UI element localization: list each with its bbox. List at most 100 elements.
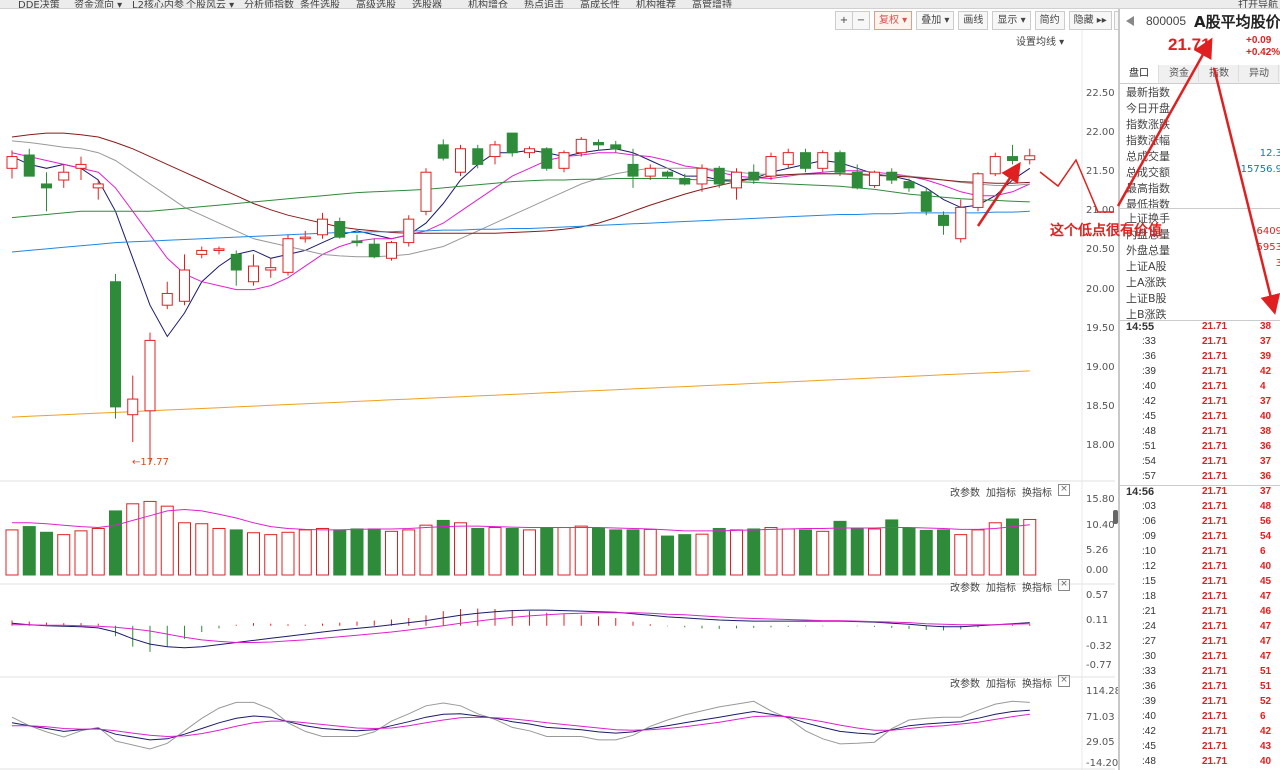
change-params-button[interactable]: 改参数 — [950, 679, 980, 690]
tick-volume: 38 — [1260, 321, 1272, 332]
candle-body — [196, 249, 208, 255]
tick-time: :10 — [1142, 546, 1156, 557]
axis-tick-label: 71.03 — [1086, 712, 1115, 723]
close-icon[interactable]: × — [1058, 675, 1070, 687]
tick-price: 21.71 — [1202, 426, 1228, 437]
axis-tick-label: 18.50 — [1086, 401, 1115, 412]
volume-bar — [919, 529, 933, 576]
tick-price: 21.71 — [1202, 711, 1228, 722]
volume-bar — [643, 528, 657, 576]
ma-settings-button[interactable]: 设置均线 ▾ — [1016, 37, 1065, 48]
top-menu-item[interactable]: 高管增持 — [692, 0, 732, 9]
tick-time: :54 — [1142, 456, 1156, 467]
volume-bar — [885, 519, 899, 576]
kdj-d-line — [12, 713, 1030, 738]
top-menu-item[interactable]: 选股器 — [412, 0, 442, 9]
tick-volume: 51 — [1260, 666, 1272, 677]
top-menu-item[interactable]: 机构推荐 — [636, 0, 676, 9]
top-menu-item[interactable]: 高成长性 — [580, 0, 620, 9]
top-menu-item[interactable]: 条件选股 — [300, 0, 340, 9]
volume-bar — [367, 528, 381, 576]
panel-resize-handle[interactable] — [1113, 510, 1118, 524]
top-menu-item[interactable]: 热点追击 — [524, 0, 564, 9]
kdj-j-line — [11, 700, 1030, 750]
display-dropdown[interactable]: 显示 ▾ — [992, 11, 1031, 30]
tab-yidong[interactable]: 异动 — [1240, 65, 1279, 82]
tick-volume: 4 — [1260, 381, 1266, 392]
swap-indicator-button[interactable]: 换指标 — [1022, 679, 1052, 690]
add-indicator-button[interactable]: 加指标 — [986, 679, 1016, 690]
swap-indicator-button[interactable]: 换指标 — [1022, 488, 1052, 499]
kline-chart-svg[interactable] — [0, 9, 1115, 770]
volume-bar — [471, 527, 485, 576]
tick-volume: 6 — [1260, 711, 1266, 722]
change-params-button[interactable]: 改参数 — [950, 488, 980, 499]
tick-row: :48 21.71 40 — [1120, 756, 1280, 770]
collapse-arrow-icon[interactable] — [1126, 16, 1134, 26]
top-menu-item[interactable]: DDE决策 — [18, 0, 60, 9]
tick-row: :36 21.71 39 — [1120, 351, 1280, 366]
candle-body — [213, 248, 225, 251]
tick-price: 21.71 — [1202, 321, 1228, 332]
top-menu-item[interactable]: 高级选股 — [356, 0, 396, 9]
candle-body — [334, 221, 346, 238]
tab-zhishu[interactable]: 指数 — [1200, 65, 1239, 82]
chart-area[interactable] — [0, 9, 1115, 770]
tick-price: 21.71 — [1202, 681, 1228, 692]
draw-line-button[interactable]: 画线 — [958, 11, 989, 30]
volume-bar — [764, 527, 778, 576]
change-params-button[interactable]: 改参数 — [950, 583, 980, 594]
close-icon[interactable]: × — [1058, 579, 1070, 591]
tick-row: :15 21.71 45 — [1120, 576, 1280, 591]
tick-time: :24 — [1142, 621, 1156, 632]
top-menu-item[interactable]: 个股风云 ▾ — [186, 0, 235, 9]
fuquan-dropdown[interactable]: 复权 ▾ — [874, 11, 913, 30]
candle-body — [524, 148, 535, 154]
tick-row: :24 21.71 47 — [1120, 621, 1280, 636]
tick-price: 21.71 — [1202, 516, 1228, 527]
zoom-in-button[interactable]: + — [835, 11, 853, 30]
tab-zijin[interactable]: 资金 — [1160, 65, 1199, 82]
candle-body — [179, 269, 190, 302]
info-row: 上证B股 — [1126, 290, 1280, 305]
tick-price: 21.71 — [1202, 381, 1228, 392]
tick-volume: 40 — [1260, 756, 1272, 767]
volume-bar — [626, 529, 640, 576]
tick-price: 21.71 — [1202, 471, 1228, 482]
top-menu-item[interactable]: 资金流向 ▾ — [74, 0, 123, 9]
tick-volume: 54 — [1260, 531, 1272, 542]
candle-body — [938, 214, 949, 226]
tick-volume: 42 — [1260, 366, 1272, 377]
top-menu-item[interactable]: 打开导航 — [1238, 0, 1278, 9]
volume-bar — [74, 530, 88, 576]
candle-body — [541, 148, 553, 169]
add-indicator-button[interactable]: 加指标 — [986, 583, 1016, 594]
hide-panel-button[interactable]: 隐藏 ▸▸ — [1068, 11, 1112, 30]
info-row: 总成交量 12.3 — [1126, 148, 1280, 163]
tab-pankou[interactable]: 盘口 — [1120, 65, 1159, 83]
candle-body — [731, 171, 742, 189]
overlay-dropdown[interactable]: 叠加 ▾ — [916, 11, 955, 30]
annotation-text: 这个低点很有价值 — [1050, 223, 1162, 239]
info-label: 最新指数 — [1126, 86, 1170, 99]
top-menu-item[interactable]: 分析师指数 — [244, 0, 294, 9]
close-icon[interactable]: × — [1058, 484, 1070, 496]
add-indicator-button[interactable]: 加指标 — [986, 488, 1016, 499]
volume-bar — [229, 529, 243, 576]
candle-body — [593, 141, 604, 146]
top-menu-item[interactable]: L2核心内参 — [132, 0, 184, 9]
simple-mode-button[interactable]: 简约 — [1034, 11, 1065, 30]
volume-bar — [333, 529, 347, 576]
volume-bar — [281, 531, 295, 576]
macd-panel-buttons: 改参数 加指标 换指标 × — [944, 579, 1070, 594]
top-menu-item[interactable]: 机构增仓 — [468, 0, 508, 9]
quote-tabs: 盘口 资金 指数 异动 — [1120, 65, 1280, 84]
zoom-out-button[interactable]: − — [852, 11, 870, 30]
candle-body — [610, 144, 622, 150]
volume-bar — [109, 510, 122, 576]
info-label: 内盘总量 — [1126, 228, 1170, 241]
swap-indicator-button[interactable]: 换指标 — [1022, 583, 1052, 594]
candle-body — [575, 138, 587, 154]
candle-body — [299, 236, 311, 240]
tick-time: :39 — [1142, 696, 1156, 707]
